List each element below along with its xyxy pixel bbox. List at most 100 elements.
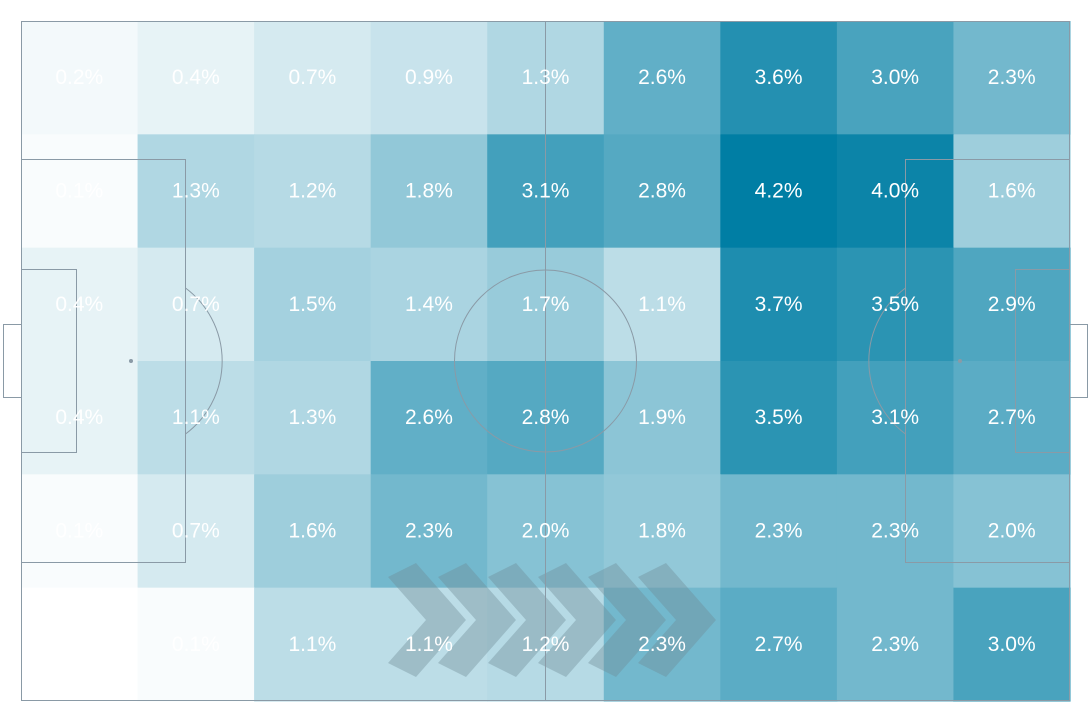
cell-label-r1-c0: 0.1% — [55, 180, 103, 203]
cell-label-r0-c1: 0.4% — [172, 66, 220, 89]
heatmap-cell-r3-c0 — [21, 361, 139, 475]
cell-label-r3-c4: 2.8% — [522, 406, 570, 429]
cell-label-r2-c4: 1.7% — [522, 293, 570, 316]
cell-label-r3-c6: 3.5% — [755, 406, 803, 429]
heatmap-cell-r2-c5 — [603, 247, 721, 362]
heatmap-cell-r3-c5 — [603, 361, 721, 475]
pitch-markings — [3, 21, 1088, 701]
heatmap-cell-r4-c7 — [836, 474, 955, 589]
cell-label-r2-c3: 1.4% — [405, 293, 453, 316]
heatmap-cell-r0-c6 — [720, 21, 838, 135]
heatmap-cell-r4-c1 — [137, 474, 255, 589]
cell-label-r2-c2: 1.5% — [288, 293, 336, 316]
heatmap-cell-r2-c7 — [836, 247, 955, 362]
cell-label-r3-c1: 1.1% — [172, 406, 220, 429]
right-penalty-arc — [868, 287, 906, 435]
cell-label-r3-c5: 1.9% — [638, 406, 686, 429]
cell-label-r3-c7: 3.1% — [871, 406, 919, 429]
cell-label-r3-c8: 2.7% — [988, 406, 1036, 429]
heatmap-cell-r5-c5 — [603, 587, 721, 702]
heatmap-cell-r3-c6 — [720, 361, 838, 475]
heatmap-cell-r1-c7 — [836, 134, 955, 249]
cell-label-r2-c1: 0.7% — [172, 293, 220, 316]
heatmap-cell-r0-c2 — [254, 21, 372, 135]
heatmap-cell-r1-c8 — [953, 134, 1071, 249]
cell-label-r1-c3: 1.8% — [405, 180, 453, 203]
left-penalty-spot — [129, 359, 133, 363]
chevron-right-icon — [538, 563, 616, 677]
heatmap-cell-r5-c7 — [836, 587, 955, 702]
heatmap-cell-r2-c6 — [720, 247, 838, 362]
cell-label-r5-c8: 3.0% — [988, 633, 1036, 656]
cell-label-r4-c0: 0.1% — [55, 520, 103, 543]
cell-label-r4-c4: 2.0% — [522, 520, 570, 543]
cell-label-r4-c8: 2.0% — [988, 520, 1036, 543]
cell-label-r4-c5: 1.8% — [638, 520, 686, 543]
heatmap-cell-r4-c5 — [603, 474, 721, 589]
heatmap-cell-r0-c0 — [21, 21, 139, 135]
heatmap-cell-r2-c0 — [21, 247, 139, 362]
heatmap-cell-r1-c0 — [21, 134, 139, 249]
cell-label-r3-c2: 1.3% — [288, 406, 336, 429]
heatmap-cell-r3-c7 — [836, 361, 955, 475]
heatmap-cell-r4-c6 — [720, 474, 838, 589]
cell-label-r2-c7: 3.5% — [871, 293, 919, 316]
left-penalty-arc — [185, 287, 223, 435]
heatmap-cell-r3-c3 — [370, 361, 488, 475]
heatmap-cell-r3-c8 — [953, 361, 1071, 475]
heatmap-labels: 0.2% 0.4% 0.7% 0.9% 1.3% 2.6% 3.6% 3.0% 2.3% 0.1%… — [55, 66, 1035, 656]
cell-label-r1-c5: 2.8% — [638, 180, 686, 203]
cell-label-r5-c2: 1.1% — [288, 633, 336, 656]
cell-label-r3-c3: 2.6% — [405, 406, 453, 429]
chevron-right-icon — [638, 563, 716, 677]
heatmap-cell-r0-c1 — [137, 21, 255, 135]
heatmap-cell-r5-c0 — [21, 587, 139, 702]
heatmap-cell-r0-c3 — [370, 21, 488, 135]
cell-label-r0-c6: 3.6% — [755, 66, 803, 89]
heatmap-cell-r0-c8 — [953, 21, 1071, 135]
cell-label-r2-c8: 2.9% — [988, 293, 1036, 316]
cell-label-r5-c6: 2.7% — [755, 633, 803, 656]
cell-label-r2-c5: 1.1% — [638, 293, 686, 316]
right-goal — [1069, 324, 1088, 398]
chevron-right-icon — [588, 563, 666, 677]
cell-label-r4-c2: 1.6% — [288, 520, 336, 543]
cell-label-r2-c0: 0.4% — [55, 293, 103, 316]
heatmap-cell-r2-c8 — [953, 247, 1071, 362]
cell-label-r2-c6: 3.7% — [755, 293, 803, 316]
cell-label-r0-c2: 0.7% — [288, 66, 336, 89]
heatmap-cell-r5-c2 — [254, 587, 372, 702]
cell-label-r1-c2: 1.2% — [288, 180, 336, 203]
center-circle — [454, 269, 637, 453]
heatmap-cell-r5-c1 — [137, 587, 255, 702]
heatmap-cell-r1-c2 — [254, 134, 372, 249]
heatmap-cell-r1-c5 — [603, 134, 721, 249]
left-goal — [3, 324, 22, 398]
heatmap-cell-r4-c3 — [370, 474, 488, 589]
chevron-right-icon — [388, 563, 716, 677]
cell-label-r1-c4: 3.1% — [522, 180, 570, 203]
heatmap-cell-r5-c6 — [720, 587, 838, 702]
cell-label-r1-c8: 1.6% — [988, 180, 1036, 203]
heatmap-cell-r1-c1 — [137, 134, 255, 249]
heatmap-cell-r4-c8 — [953, 474, 1071, 589]
cell-label-r1-c6: 4.2% — [755, 180, 803, 203]
heatmap-cell-r1-c6 — [720, 134, 838, 249]
heatmap-cell-r1-c3 — [370, 134, 488, 249]
cell-label-r5-c7: 2.3% — [871, 633, 919, 656]
heatmap-cell-r5-c3 — [370, 587, 488, 702]
heatmap-cell-r0-c5 — [603, 21, 721, 135]
cell-label-r5-c1: 0.1% — [172, 633, 220, 656]
cell-label-r0-c3: 0.9% — [405, 66, 453, 89]
heatmap-cell-r5-c8 — [953, 587, 1071, 702]
heatmap-cell-r2-c1 — [137, 247, 255, 362]
heatmap-cell-r4-c0 — [21, 474, 139, 589]
cell-label-r4-c1: 0.7% — [172, 520, 220, 543]
right-penalty-spot — [958, 359, 962, 363]
cell-label-r4-c6: 2.3% — [755, 520, 803, 543]
cell-label-r0-c5: 2.6% — [638, 66, 686, 89]
cell-label-r4-c7: 2.3% — [871, 520, 919, 543]
heatmap-cell-r2-c3 — [370, 247, 488, 362]
cell-label-r0-c8: 2.3% — [988, 66, 1036, 89]
